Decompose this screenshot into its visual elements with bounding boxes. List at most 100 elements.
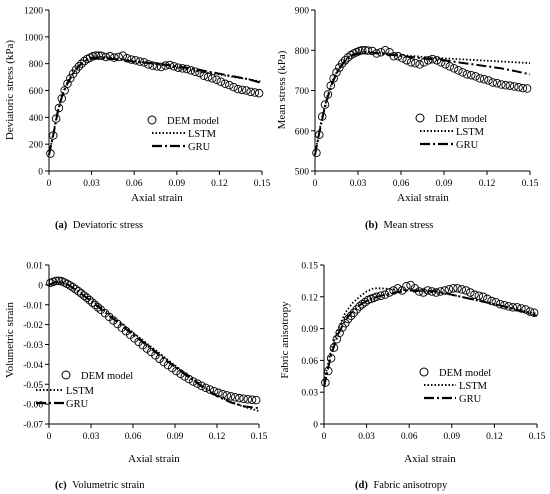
dem-point-b xyxy=(522,84,532,93)
dem-point-b xyxy=(368,46,377,56)
caption-c: (c) Volumetric strain xyxy=(55,480,145,491)
dem-point-c xyxy=(226,392,236,401)
dem-point-a xyxy=(156,62,166,72)
y-tick-label-a: 1000 xyxy=(24,33,43,43)
y-tick-label-c: 0.01 xyxy=(26,262,43,272)
legend-c: DEM model LSTM GRU xyxy=(36,370,133,410)
dem-point-a xyxy=(97,51,106,61)
legend-label-dem-c: DEM model xyxy=(81,371,133,382)
panel-b: 0 0.03 0.06 0.09 0.12 0.15 500 600 700 800 900 Axi… xyxy=(276,7,539,232)
dem-point-d xyxy=(355,302,364,311)
dem-point-d xyxy=(440,286,449,295)
panel-c: 0 0.03 0.06 0.09 0.12 0.15 0.01 0 -0.01 -0.02 -0.0… xyxy=(4,262,268,492)
dem-point-b xyxy=(332,68,341,77)
x-tick-label-b: 0.15 xyxy=(522,179,539,189)
y-tick-label-a: 200 xyxy=(29,141,44,151)
xlabel-d: Axial strain xyxy=(404,453,456,465)
dem-point-c xyxy=(243,395,253,404)
dem-point-b xyxy=(363,46,373,55)
dem-point-b xyxy=(514,83,523,92)
dem-point-c xyxy=(82,293,92,303)
legend-label-lstm-c: LSTM xyxy=(66,386,95,397)
x-tick-label-a: 0.03 xyxy=(83,179,100,189)
dem-point-c xyxy=(76,289,86,298)
dem-point-c xyxy=(222,391,232,400)
dem-point-b xyxy=(380,46,390,55)
dem-point-d xyxy=(491,297,501,307)
dem-point-b xyxy=(488,78,497,87)
dem-point-b xyxy=(343,53,353,62)
y-tick-label-a: 800 xyxy=(29,60,44,70)
legend-marker-dem-a xyxy=(147,115,157,125)
dem-point-b xyxy=(389,52,399,61)
dem-point-d xyxy=(410,284,420,293)
dem-point-d xyxy=(448,284,458,293)
lstm-line-d xyxy=(323,287,538,382)
y-tick-label-c: -0.06 xyxy=(23,401,43,411)
legend-d: DEM model LSTM GRU xyxy=(419,367,491,405)
x-tick-label-c: 0.06 xyxy=(125,432,142,442)
dem-point-b xyxy=(432,56,442,65)
dem-point-c xyxy=(71,284,80,294)
dem-point-a xyxy=(208,74,217,83)
dem-point-b xyxy=(518,83,528,93)
caption-text-d: Fabric anisotropy xyxy=(373,480,448,491)
y-tick-label-c: 0 xyxy=(38,281,43,291)
dem-point-a xyxy=(242,86,251,95)
legend-label-lstm-b: LSTM xyxy=(456,127,485,138)
dem-point-b xyxy=(337,59,347,68)
ylabel-c: Volumetric strain xyxy=(4,302,16,378)
dem-point-b xyxy=(449,64,459,73)
dem-point-b xyxy=(445,62,454,71)
dem-point-b xyxy=(492,79,502,88)
x-tick-label-a: 0.09 xyxy=(168,179,185,189)
legend-b: DEM model LSTM GRU xyxy=(415,113,487,151)
legend-label-dem-d: DEM model xyxy=(439,368,491,379)
x-tick-label-d: 0 xyxy=(322,432,327,442)
ylabel-b: Mean stress (kPa) xyxy=(276,50,288,129)
dem-point-c xyxy=(188,377,198,386)
dem-point-c xyxy=(247,395,257,405)
dem-point-b xyxy=(458,68,467,77)
legend-marker-dem-d xyxy=(419,367,429,377)
xlabel-a: Axial strain xyxy=(131,192,183,204)
y-tick-label-b: 900 xyxy=(295,7,310,17)
x-tick-label-a: 0.12 xyxy=(211,179,228,189)
dem-point-c xyxy=(197,381,206,391)
axes-b: 0 0.03 0.06 0.09 0.12 0.15 500 600 700 800 900 xyxy=(295,7,539,190)
legend-label-lstm-a: LSTM xyxy=(188,129,217,140)
y-tick-label-d: 0.09 xyxy=(301,325,318,335)
xlabel-b: Axial strain xyxy=(397,192,449,204)
y-tick-label-c: -0.04 xyxy=(23,361,43,371)
dem-point-a xyxy=(77,59,86,68)
legend-marker-dem-c xyxy=(61,370,71,380)
x-tick-label-c: 0.12 xyxy=(209,432,226,442)
dem-point-a xyxy=(91,51,101,60)
dem-point-d xyxy=(474,291,484,300)
series-b xyxy=(312,46,532,158)
dem-point-b xyxy=(479,74,489,84)
dem-point-a xyxy=(74,62,84,71)
x-tick-label-c: 0 xyxy=(47,432,52,442)
dem-point-a xyxy=(127,55,136,64)
caption-text-b: Mean stress xyxy=(383,220,433,231)
series-c xyxy=(46,276,261,412)
dem-point-b xyxy=(406,58,416,67)
legend-a: DEM model LSTM GRU xyxy=(147,115,219,153)
dem-point-a xyxy=(144,60,153,69)
y-tick-label-a: 0 xyxy=(38,168,43,178)
dem-point-d xyxy=(487,296,496,306)
dem-point-b xyxy=(340,56,350,65)
dem-point-b xyxy=(320,100,330,109)
dem-point-a xyxy=(250,88,260,97)
y-tick-label-c: -0.02 xyxy=(23,321,43,331)
dem-point-a xyxy=(51,114,61,123)
dem-point-b xyxy=(501,81,510,90)
y-tick-label-c: -0.03 xyxy=(23,341,43,351)
y-tick-label-d: 0.12 xyxy=(301,293,318,303)
dem-point-d xyxy=(358,299,367,309)
dem-point-d xyxy=(457,285,466,294)
x-tick-label-a: 0 xyxy=(47,179,52,189)
gru-line-d xyxy=(323,289,538,388)
dem-point-d xyxy=(376,291,386,300)
